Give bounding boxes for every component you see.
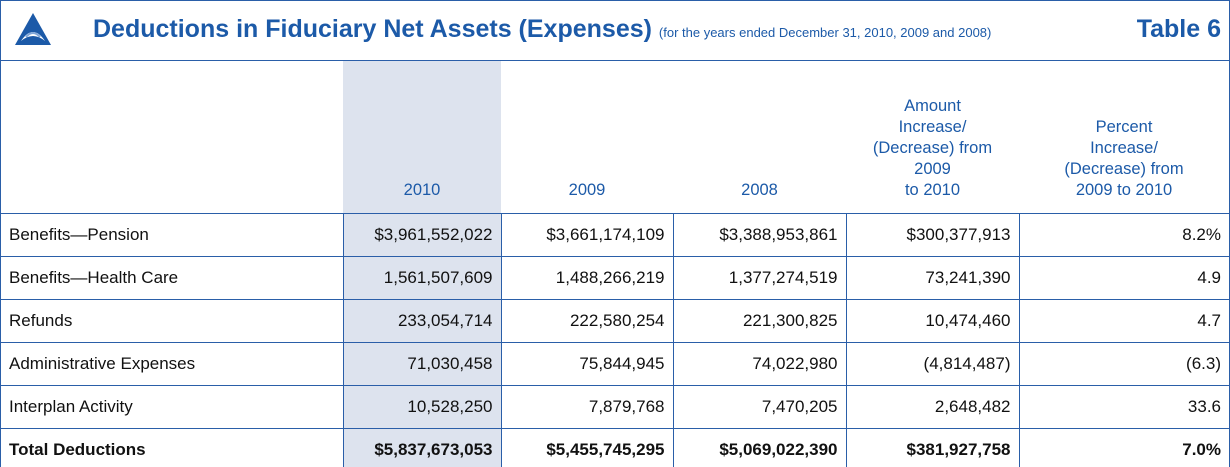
cell: $3,388,953,861 xyxy=(672,213,846,257)
cell: 2,648,482 xyxy=(845,385,1019,429)
header-line: (Decrease) from xyxy=(872,139,993,157)
table: 2010 2009 2008 Amount Increase/ (Decrease) fr… xyxy=(1,61,1229,467)
logo xyxy=(15,13,51,45)
header-line: Increase/ xyxy=(1090,139,1158,157)
row-label: Benefits—Health Care xyxy=(1,256,343,300)
cell: 222,580,254 xyxy=(500,299,673,343)
cell: $5,837,673,053 xyxy=(342,428,501,467)
cell: 74,022,980 xyxy=(672,342,846,386)
header-line: 2010 xyxy=(403,181,441,199)
cell: $5,069,022,390 xyxy=(672,428,846,467)
cell: $381,927,758 xyxy=(845,428,1019,467)
header-line: 2009 to 2010 xyxy=(1075,181,1173,199)
cell: $3,961,552,022 xyxy=(342,213,501,257)
table-body: Benefits—Pension $3,961,552,022 $3,661,174… xyxy=(1,213,1229,467)
cell: 233,054,714 xyxy=(342,299,501,343)
cell: 7,879,768 xyxy=(500,385,673,429)
table-row: Total Deductions $5,837,673,053 $5,455,745… xyxy=(1,428,1229,467)
header-line: 2008 xyxy=(741,181,778,199)
header-line: Amount xyxy=(904,97,961,115)
row-label: Interplan Activity xyxy=(1,385,343,429)
header-line: 2009 xyxy=(914,160,951,178)
cell: 10,474,460 xyxy=(845,299,1019,343)
cell: 4.9 xyxy=(1018,256,1229,300)
column-header: Amount Increase/ (Decrease) from 2009 to 201… xyxy=(846,61,1019,214)
row-label: Refunds xyxy=(1,299,343,343)
cell: 73,241,390 xyxy=(845,256,1019,300)
header-line: to 2010 xyxy=(904,181,961,199)
subtitle: (for the years ended December 31, 2010, … xyxy=(658,25,992,40)
title: Deductions in Fiduciary Net Assets (Expe… xyxy=(93,15,652,43)
cell: 7.0% xyxy=(1018,428,1229,467)
cell: 8.2% xyxy=(1018,213,1229,257)
cell: 33.6 xyxy=(1018,385,1229,429)
table-row: Administrative Expenses 71,030,458 75,844,… xyxy=(1,342,1229,386)
row-label: Benefits—Pension xyxy=(1,213,343,257)
cell: 10,528,250 xyxy=(342,385,501,429)
cell: 4.7 xyxy=(1018,299,1229,343)
cell: 1,561,507,609 xyxy=(342,256,501,300)
cell: 75,844,945 xyxy=(500,342,673,386)
header-row: 2010 2009 2008 Amount Increase/ (Decrease) fr… xyxy=(1,61,1229,214)
header-line: (Decrease) from xyxy=(1064,160,1184,178)
title-wrap: Deductions in Fiduciary Net Assets (Expe… xyxy=(93,15,991,44)
cell: $5,455,745,295 xyxy=(500,428,673,467)
table-row: Refunds 233,054,714 222,580,254 221,300,825… xyxy=(1,299,1229,343)
row-label: Total Deductions xyxy=(1,428,343,467)
row-label: Administrative Expenses xyxy=(1,342,343,386)
cell: $300,377,913 xyxy=(845,213,1019,257)
cell: (4,814,487) xyxy=(845,342,1019,386)
cell: 221,300,825 xyxy=(672,299,846,343)
title-bar: Deductions in Fiduciary Net Assets (Expe… xyxy=(1,1,1229,61)
cell: $3,661,174,109 xyxy=(500,213,673,257)
table-row: Benefits—Pension $3,961,552,022 $3,661,174… xyxy=(1,213,1229,257)
cell: 1,377,274,519 xyxy=(672,256,846,300)
cell: 1,488,266,219 xyxy=(500,256,673,300)
cell: 7,470,205 xyxy=(672,385,846,429)
cell: (6.3) xyxy=(1018,342,1229,386)
table-label: Table 6 xyxy=(1136,15,1221,43)
column-header: 2010 xyxy=(343,61,501,214)
column-header: 2008 xyxy=(673,61,846,214)
header-line: Increase/ xyxy=(898,118,967,136)
cell: 71,030,458 xyxy=(342,342,501,386)
table-row: Benefits—Health Care 1,561,507,609 1,488,2… xyxy=(1,256,1229,300)
column-header xyxy=(1,61,343,214)
table-row: Interplan Activity 10,528,250 7,879,768 7,4… xyxy=(1,385,1229,429)
column-header: Percent Increase/ (Decrease) from 2009 to 2… xyxy=(1019,61,1229,214)
column-header: 2009 xyxy=(501,61,673,214)
header-line: Percent xyxy=(1095,118,1153,136)
header-line: 2009 xyxy=(568,181,606,199)
